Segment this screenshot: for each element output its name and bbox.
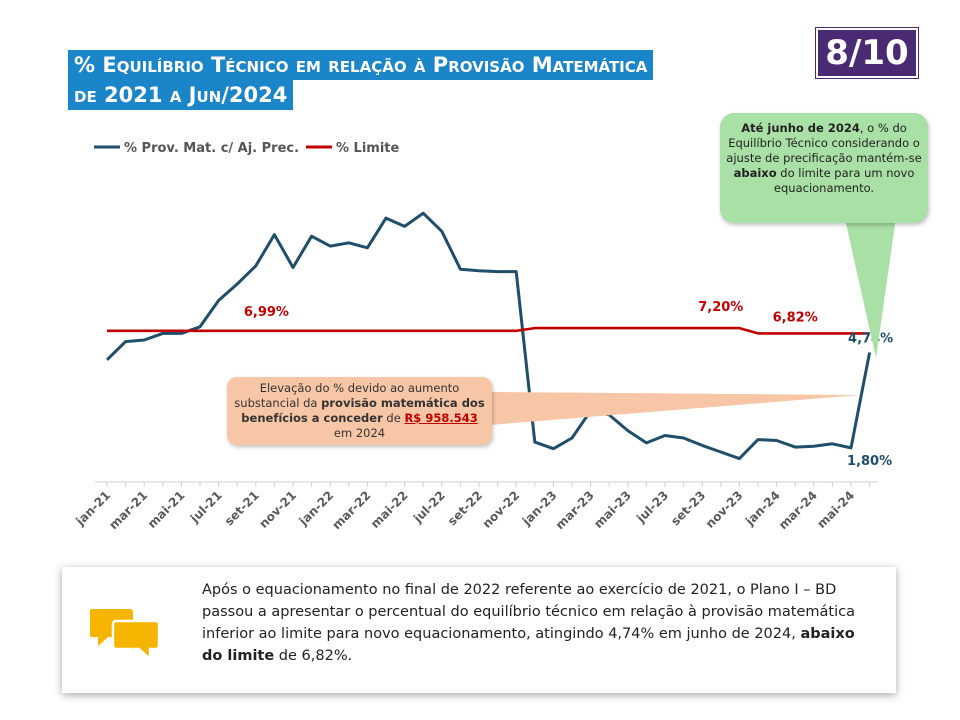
- chat-bubbles-icon: [90, 609, 161, 662]
- x-tick-label: mai-24: [814, 488, 857, 531]
- callout-green: Até junho de 2024, o % do Equilíbrio Téc…: [720, 113, 928, 223]
- summary-text: Após o equacionamento no final de 2022 r…: [202, 579, 862, 667]
- page-indicator: 8/10: [816, 28, 918, 78]
- limit-label-2023: 7,20%: [698, 300, 743, 315]
- green-callout-pointer: [843, 210, 897, 358]
- callout-green-text-2: do limite para um novo equacionamento.: [773, 166, 915, 195]
- x-tick-label: mai-22: [368, 488, 411, 531]
- chart-lines: [105, 211, 872, 461]
- x-tick-label: jul-23: [633, 488, 671, 526]
- x-tick-label: mai-23: [591, 488, 634, 531]
- callout-green-text-1: , o % do Equilíbrio Técnico considerando…: [726, 121, 922, 165]
- summary-box: Após o equacionamento no final de 2022 r…: [62, 567, 896, 693]
- callout-orange: Elevação do % devido ao aumento substanc…: [227, 377, 492, 445]
- callout-orange-amount: R$ 958.543: [404, 411, 478, 425]
- callout-green-bold-2: abaixo: [733, 166, 777, 180]
- series-line-limite: [107, 326, 870, 335]
- x-tick-label: nov-21: [256, 488, 299, 531]
- limit-label-2024: 6,82%: [773, 310, 818, 325]
- x-tick-label: set-21: [222, 488, 262, 528]
- series-label-last: 4,74%: [848, 332, 893, 347]
- x-tick-label: mar-24: [776, 488, 820, 532]
- series-label-min: 1,80%: [847, 454, 892, 469]
- page-title: % Equilíbrio Técnico em relação à Provis…: [68, 50, 654, 110]
- callout-orange-text-3: em 2024: [333, 426, 386, 440]
- callout-orange-text-1: Elevação do % devido ao aumento substanc…: [234, 381, 460, 410]
- callout-orange-bold-1: provisão matemática dos benefícios a con…: [241, 396, 485, 425]
- legend-label-limit: % Limite: [336, 141, 400, 156]
- x-tick-label: nov-22: [480, 488, 523, 531]
- x-tick-label: mar-23: [553, 488, 597, 532]
- x-tick-label: mar-21: [106, 488, 150, 532]
- title-line-1: % Equilíbrio Técnico em relação à Provis…: [68, 50, 654, 80]
- data-labels: 6,99% 7,20% 6,82% 4,74% 1,80%: [244, 300, 893, 469]
- callout-orange-text-2: de: [382, 411, 405, 425]
- x-tick-label: jul-22: [410, 488, 448, 526]
- x-tick-label: jul-21: [187, 488, 225, 526]
- summary-text-2: de 6,82%.: [274, 648, 353, 664]
- x-tick-label: nov-23: [703, 488, 746, 531]
- x-tick-label: mar-22: [330, 488, 374, 532]
- limit-label-2021: 6,99%: [244, 305, 289, 320]
- callout-green-bold-1: Até junho de 2024: [741, 121, 860, 135]
- x-tick-label: mai-21: [145, 488, 188, 531]
- summary-bold: abaixo do limite: [202, 626, 855, 664]
- legend-label-series: % Prov. Mat. c/ Aj. Prec.: [124, 141, 299, 156]
- x-tick-label: set-22: [445, 488, 485, 528]
- summary-text-1: Após o equacionamento no final de 2022 r…: [202, 582, 855, 642]
- title-line-2: de 2021 a Jun/2024: [68, 80, 294, 110]
- chart-legend: % Prov. Mat. c/ Aj. Prec. % Limite: [94, 141, 400, 156]
- line-chart: % Prov. Mat. c/ Aj. Prec. % Limite jan-2…: [73, 141, 897, 532]
- orange-callout-pointer: [490, 392, 860, 425]
- x-tick-label: set-23: [668, 488, 708, 528]
- series-line-prov-mat: [105, 211, 872, 461]
